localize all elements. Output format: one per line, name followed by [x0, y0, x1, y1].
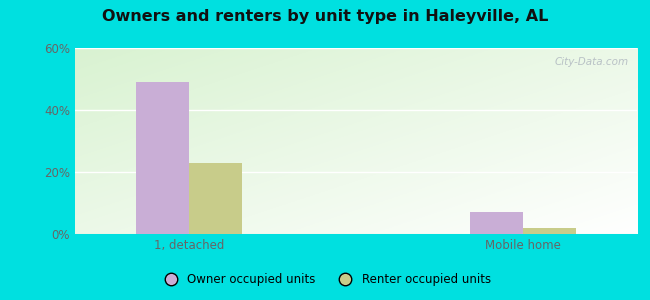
Bar — [523, 228, 575, 234]
Text: Owners and renters by unit type in Haleyville, AL: Owners and renters by unit type in Haley… — [102, 9, 548, 24]
Text: City-Data.com: City-Data.com — [554, 57, 629, 67]
Legend: Owner occupied units, Renter occupied units: Owner occupied units, Renter occupied un… — [154, 269, 496, 291]
Bar — [136, 82, 189, 234]
Bar — [470, 212, 523, 234]
Bar — [189, 163, 242, 234]
